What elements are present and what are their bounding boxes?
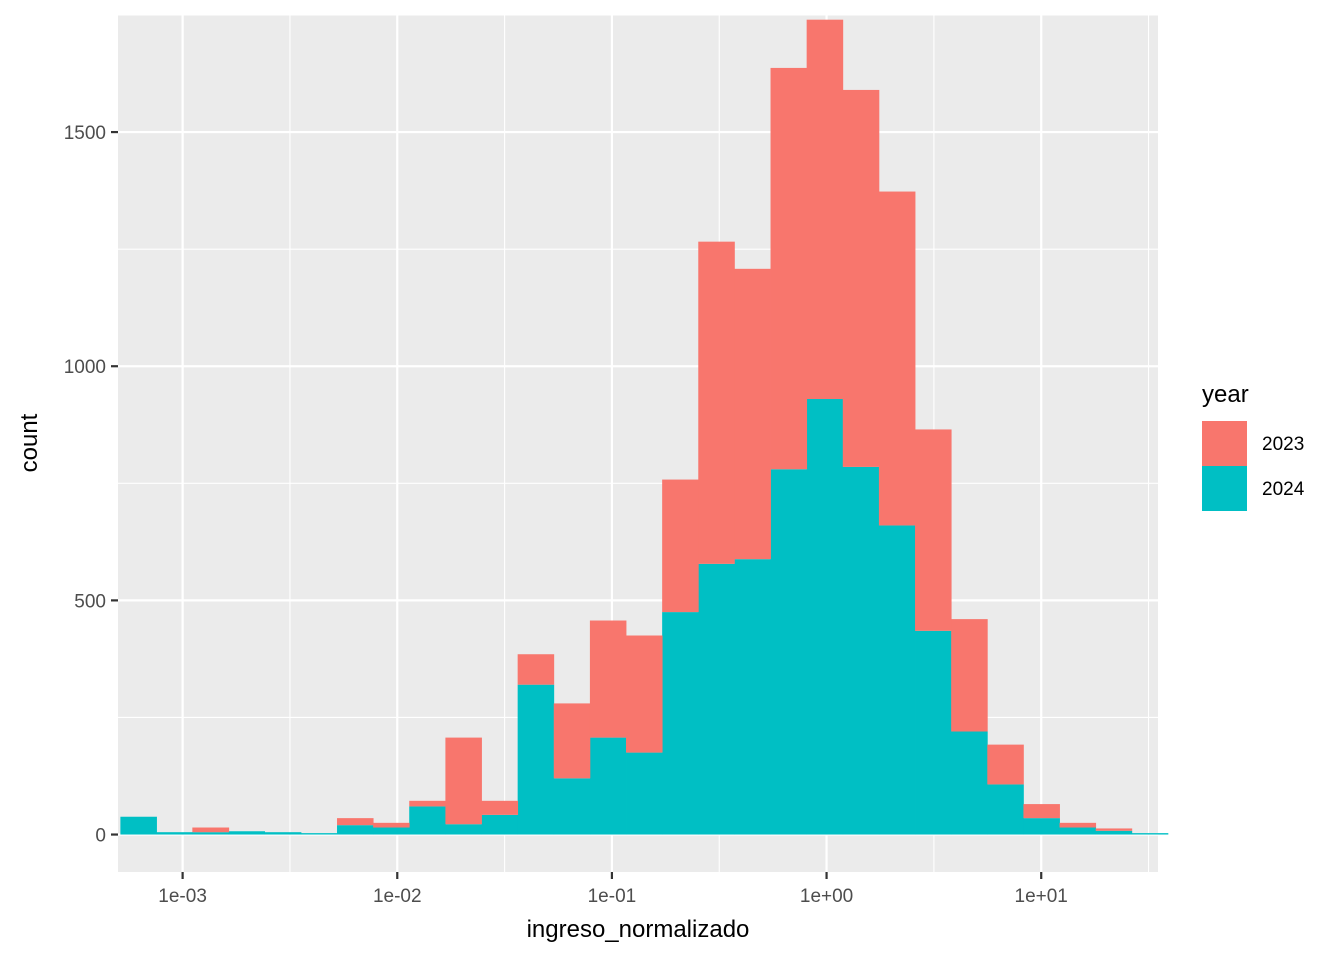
x-tick-label: 1e-01	[588, 886, 637, 907]
bar-2024-bin-9	[445, 824, 482, 835]
bar-2024-bin-12	[553, 778, 591, 835]
y-tick-label: 1500	[64, 123, 106, 144]
bar-2023-bin-9	[445, 737, 482, 825]
bar-2024-bin-11	[517, 684, 555, 835]
bar-2024-bin-13	[589, 737, 627, 835]
bar-2024-bin-0	[120, 816, 157, 835]
bar-2024-bin-6	[337, 825, 374, 835]
bar-2023-bin-6	[337, 818, 374, 826]
bar-2023-bin-16	[698, 241, 735, 564]
legend-label-2023: 2023	[1262, 434, 1304, 455]
bar-2024-bin-4	[264, 832, 302, 835]
bar-2024-bin-16	[698, 563, 735, 835]
bar-2024-bin-10	[481, 814, 519, 835]
histogram-bars	[120, 19, 1169, 835]
x-tick-label: 1e-03	[158, 886, 207, 907]
bar-2024-bin-28	[1131, 833, 1169, 835]
bar-2023-bin-11	[517, 654, 555, 685]
bar-2024-bin-5	[300, 833, 338, 835]
y-tick-label: 0	[95, 826, 106, 847]
bar-2023-bin-20	[842, 89, 880, 467]
series-2023	[192, 19, 1133, 833]
bar-2023-bin-22	[915, 429, 952, 631]
bar-2023-bin-10	[481, 800, 519, 815]
bar-2023-bin-24	[987, 744, 1024, 785]
bar-2023-bin-23	[951, 619, 988, 732]
bar-2024-bin-27	[1095, 830, 1133, 835]
bar-2024-bin-20	[842, 466, 880, 835]
bar-2024-bin-8	[409, 806, 446, 835]
bar-2024-bin-26	[1059, 827, 1097, 835]
bar-2024-bin-3	[228, 831, 266, 835]
bar-2023-bin-27	[1095, 828, 1133, 831]
bar-2024-bin-15	[662, 612, 699, 835]
legend-key-2023	[1202, 421, 1247, 466]
bar-2023-bin-13	[589, 620, 627, 738]
bar-2023-bin-2	[192, 827, 230, 833]
bar-2023-bin-12	[553, 703, 591, 779]
x-axis: 1e-03 1e-02 1e-01 1e+00 1e+01	[158, 872, 1068, 907]
x-tick-label: 1e+01	[1015, 886, 1068, 907]
bar-2024-bin-23	[951, 731, 988, 835]
legend-label-2024: 2024	[1262, 479, 1305, 500]
bar-2024-bin-17	[734, 559, 771, 835]
y-axis-title: count	[16, 413, 43, 472]
y-axis: 0 500 1000 1500	[64, 123, 118, 847]
y-tick-label: 1000	[64, 357, 106, 378]
bar-2024-bin-19	[806, 399, 844, 835]
bar-2023-bin-14	[626, 635, 663, 753]
bar-2024-bin-1	[156, 832, 193, 835]
legend-title: year	[1202, 381, 1249, 408]
bar-2024-bin-24	[987, 784, 1024, 835]
bar-2024-bin-22	[915, 630, 952, 835]
x-tick-label: 1e-02	[373, 886, 422, 907]
bar-2023-bin-18	[770, 67, 808, 470]
bar-2024-bin-18	[770, 469, 808, 835]
bar-2023-bin-8	[409, 800, 446, 807]
bar-2023-bin-15	[662, 479, 699, 613]
bar-2023-bin-25	[1023, 804, 1060, 819]
bar-2023-bin-26	[1059, 822, 1097, 828]
bar-2023-bin-7	[373, 822, 410, 828]
bar-2024-bin-14	[626, 752, 663, 835]
bar-2024-bin-2	[192, 832, 230, 835]
bar-2024-bin-25	[1023, 818, 1060, 835]
bar-2023-bin-19	[806, 19, 844, 400]
bar-2023-bin-21	[878, 191, 916, 526]
y-tick-label: 500	[74, 591, 106, 612]
x-axis-title: ingreso_normalizado	[527, 916, 750, 943]
bar-2024-bin-21	[878, 525, 916, 835]
series-2024	[120, 399, 1169, 835]
bar-2024-bin-7	[373, 827, 410, 835]
bar-2023-bin-17	[734, 268, 771, 560]
legend-key-2024	[1202, 466, 1247, 511]
x-tick-label: 1e+00	[800, 886, 853, 907]
legend: year 2023 2024	[1202, 381, 1305, 511]
